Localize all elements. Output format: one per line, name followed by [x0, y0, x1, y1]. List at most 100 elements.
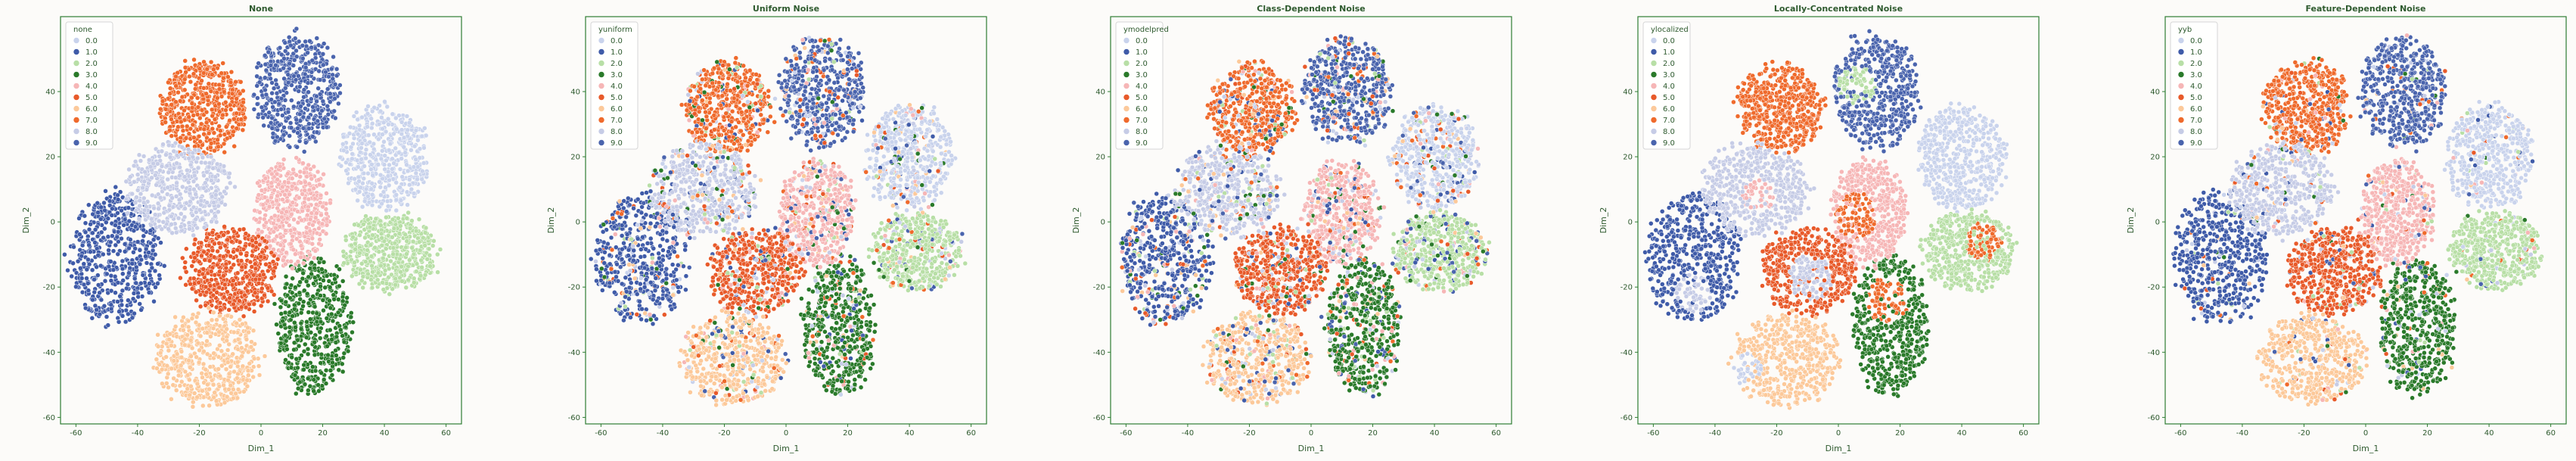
point-class-6.0 — [155, 332, 160, 338]
point-class-6.0 — [239, 354, 244, 359]
point-class-4.0 — [290, 234, 295, 239]
point-class-6.0 — [179, 349, 185, 354]
point-class-1.0 — [153, 285, 158, 290]
point-class-7.0 — [234, 96, 239, 101]
point-class-5.0 — [250, 238, 255, 243]
point-class-4.0 — [259, 229, 265, 235]
point-class-8.0 — [200, 216, 205, 222]
point-class-8.0 — [179, 151, 184, 157]
point-class-1.0 — [113, 290, 118, 295]
point-class-0.0 — [417, 155, 423, 160]
point-class-0.0 — [362, 198, 368, 204]
point-class-2.0 — [369, 285, 375, 291]
point-class-3.0 — [303, 279, 309, 285]
point-class-7.0 — [179, 119, 184, 125]
point-class-4.0 — [314, 230, 320, 236]
point-class-6.0 — [187, 377, 192, 383]
point-class-0.0 — [393, 115, 399, 121]
point-class-2.0 — [368, 258, 373, 264]
point-class-9.0 — [302, 71, 308, 77]
point-class-0.0 — [393, 197, 399, 203]
point-class-3.0 — [340, 361, 345, 367]
point-class-2.0 — [362, 235, 368, 241]
point-class-1.0 — [126, 297, 131, 303]
point-class-1.0 — [108, 259, 113, 264]
point-class-8.0 — [191, 232, 196, 238]
point-class-7.0 — [186, 114, 191, 120]
point-class-7.0 — [169, 133, 175, 139]
point-class-6.0 — [204, 338, 210, 344]
point-class-0.0 — [359, 141, 365, 146]
point-class-0.0 — [361, 129, 367, 135]
point-class-3.0 — [312, 275, 318, 281]
point-class-1.0 — [143, 254, 148, 259]
point-class-8.0 — [185, 179, 191, 185]
point-class-1.0 — [84, 276, 89, 281]
point-class-3.0 — [329, 372, 335, 378]
point-class-4.0 — [297, 195, 302, 201]
point-class-3.0 — [287, 329, 293, 335]
point-class-3.0 — [333, 347, 338, 354]
point-class-0.0 — [393, 179, 399, 185]
point-class-8.0 — [198, 198, 204, 204]
point-class-6.0 — [189, 316, 195, 321]
point-class-3.0 — [319, 266, 325, 272]
point-class-3.0 — [341, 339, 347, 345]
point-class-1.0 — [124, 285, 129, 291]
point-class-1.0 — [88, 249, 93, 254]
point-class-8.0 — [176, 215, 182, 221]
point-class-3.0 — [311, 377, 317, 382]
point-class-7.0 — [189, 105, 195, 111]
point-class-0.0 — [423, 132, 429, 139]
point-class-4.0 — [278, 235, 284, 240]
point-class-8.0 — [227, 170, 232, 176]
point-class-1.0 — [104, 314, 110, 319]
point-class-8.0 — [167, 154, 173, 160]
point-class-9.0 — [268, 120, 274, 126]
point-class-2.0 — [380, 280, 385, 285]
point-class-8.0 — [148, 216, 154, 222]
point-class-5.0 — [243, 231, 249, 236]
point-class-7.0 — [212, 117, 218, 122]
point-class-3.0 — [290, 276, 295, 282]
point-class-5.0 — [225, 249, 231, 254]
point-class-6.0 — [181, 314, 186, 320]
point-class-0.0 — [386, 148, 392, 153]
point-class-3.0 — [344, 295, 350, 301]
point-class-6.0 — [180, 323, 185, 329]
point-class-1.0 — [120, 278, 126, 283]
point-class-6.0 — [219, 348, 225, 354]
point-class-1.0 — [107, 239, 113, 245]
point-class-3.0 — [282, 332, 288, 338]
point-class-7.0 — [233, 79, 238, 85]
point-class-6.0 — [245, 368, 251, 373]
point-class-5.0 — [252, 290, 258, 295]
point-class-3.0 — [278, 311, 284, 316]
point-class-3.0 — [324, 316, 330, 321]
point-class-9.0 — [262, 53, 268, 58]
point-class-8.0 — [193, 192, 198, 197]
point-class-0.0 — [379, 201, 384, 207]
point-class-8.0 — [211, 200, 216, 205]
point-class-8.0 — [166, 226, 171, 232]
point-class-6.0 — [157, 362, 163, 367]
point-class-4.0 — [288, 259, 294, 264]
point-class-3.0 — [293, 285, 298, 290]
point-class-9.0 — [303, 39, 308, 45]
point-class-8.0 — [191, 173, 197, 179]
point-class-2.0 — [424, 257, 430, 262]
point-class-5.0 — [183, 269, 189, 275]
point-class-4.0 — [283, 228, 288, 233]
point-class-2.0 — [419, 265, 424, 270]
point-class-0.0 — [393, 192, 399, 198]
point-class-6.0 — [251, 356, 257, 362]
point-class-8.0 — [148, 223, 154, 228]
point-class-6.0 — [204, 372, 209, 377]
point-class-8.0 — [157, 195, 163, 201]
point-class-4.0 — [306, 181, 312, 187]
point-class-6.0 — [199, 370, 204, 376]
point-class-3.0 — [332, 276, 337, 282]
point-class-5.0 — [258, 254, 264, 260]
point-class-8.0 — [207, 160, 213, 166]
point-class-9.0 — [285, 109, 291, 115]
